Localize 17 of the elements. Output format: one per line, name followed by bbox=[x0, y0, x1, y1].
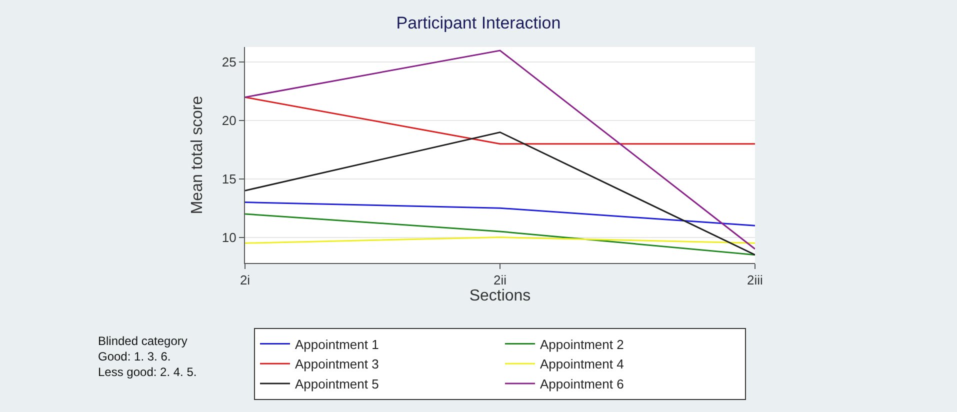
y-tick-label: 20 bbox=[222, 113, 236, 128]
legend-label: Appointment 2 bbox=[540, 336, 624, 352]
text: Blinded category Good: 1. 3. 6. Less good: 2. 4. 5. bbox=[98, 334, 197, 380]
y-tick-label: 25 bbox=[222, 54, 236, 70]
y-axis-title: Mean total score bbox=[188, 96, 206, 214]
y-tick-label: 10 bbox=[222, 230, 236, 245]
legend-label: Appointment 4 bbox=[540, 356, 624, 372]
legend-label: Appointment 6 bbox=[540, 376, 624, 392]
legend-label: Appointment 1 bbox=[295, 336, 379, 352]
legend-label: Appointment 3 bbox=[295, 356, 379, 372]
legend-label: Appointment 5 bbox=[295, 376, 379, 392]
y-tick-label: 15 bbox=[222, 171, 236, 186]
chart-title: Participant Interaction bbox=[396, 13, 561, 32]
x-axis-title: Sections bbox=[469, 288, 531, 305]
x-tick-label: 2ii bbox=[493, 272, 507, 288]
x-tick-label: 2i bbox=[240, 272, 250, 288]
x-tick-label: 2iii bbox=[747, 272, 764, 288]
